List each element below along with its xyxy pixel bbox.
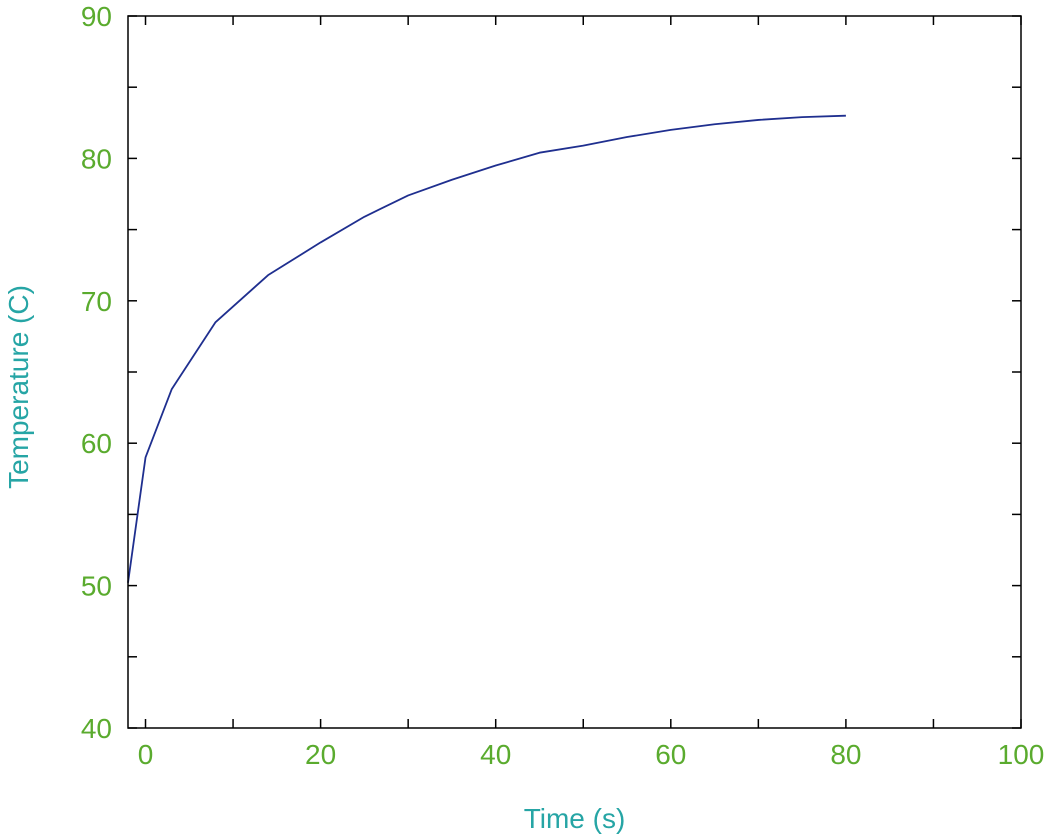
- axis-ticks: [128, 15, 1022, 729]
- y-tick-label: 40: [81, 713, 112, 744]
- series-line-0: [127, 114, 846, 583]
- y-tick-label: 70: [81, 286, 112, 317]
- x-tick-label: 40: [480, 739, 511, 770]
- y-tick-label: 90: [81, 1, 112, 32]
- x-tick-label: 80: [830, 739, 861, 770]
- x-tick-labels: 0 20 40 60 80 100: [138, 739, 1045, 770]
- x-tick-label: 0: [138, 739, 154, 770]
- y-tick-label: 80: [81, 143, 112, 174]
- series-layer: [127, 114, 846, 583]
- y-tick-label: 50: [81, 571, 112, 602]
- y-tick-label: 60: [81, 428, 112, 459]
- x-axis-title: Time (s): [524, 803, 626, 834]
- x-tick-label: 20: [305, 739, 336, 770]
- y-axis-title: Temperature (C): [3, 285, 34, 489]
- x-tick-label: 100: [998, 739, 1045, 770]
- y-tick-labels: 40 50 60 70 80 90: [81, 1, 112, 744]
- x-tick-label: 60: [655, 739, 686, 770]
- plot-frame: [127, 15, 1022, 729]
